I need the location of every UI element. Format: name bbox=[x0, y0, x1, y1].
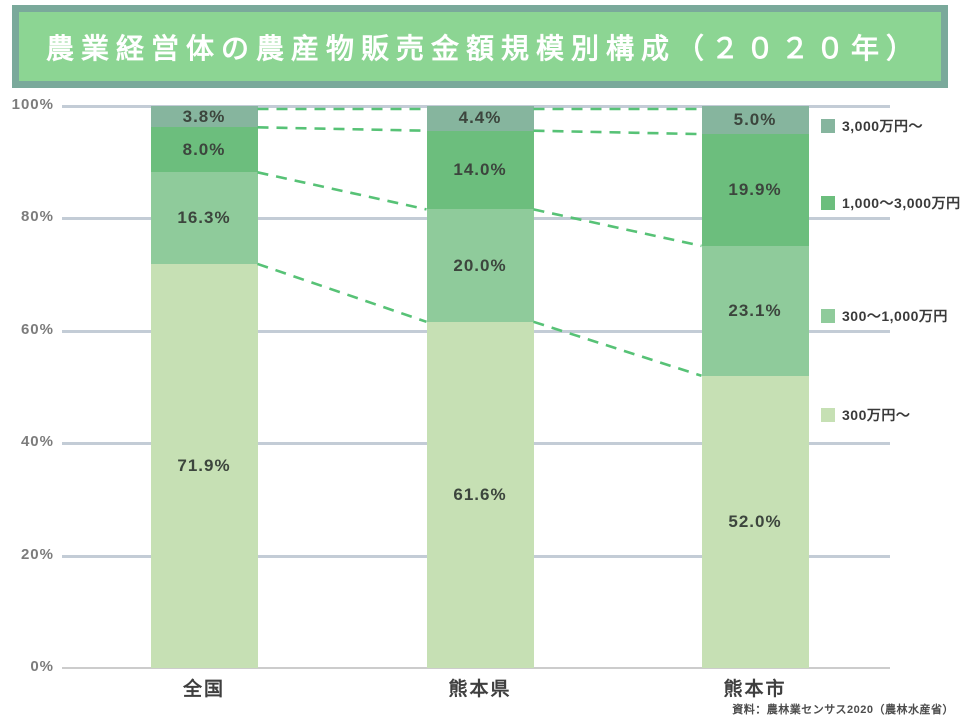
x-axis-category-label: 熊本市 bbox=[723, 679, 787, 700]
bar-segment: 52.0% bbox=[701, 375, 809, 668]
legend-label: 300～1,000万円 bbox=[842, 308, 948, 324]
legend-item: 1,000～3,000万円 bbox=[821, 193, 960, 213]
segment-value-label: 20.0% bbox=[453, 255, 507, 275]
bar-segment: 16.3% bbox=[150, 172, 258, 264]
bar-segment: 23.1% bbox=[701, 245, 809, 376]
legend-swatch bbox=[821, 408, 835, 422]
legend-label: 1,000～3,000万円 bbox=[842, 195, 960, 211]
segment-value-label: 5.0% bbox=[733, 110, 777, 130]
legend-label: 300万円～ bbox=[842, 407, 911, 423]
bar-segment: 3.8% bbox=[150, 106, 258, 128]
x-axis-category-label: 全国 bbox=[182, 679, 225, 700]
y-axis-tick-label: 0% bbox=[30, 658, 54, 675]
segment-value-label: 16.3% bbox=[177, 208, 231, 228]
legend-swatch bbox=[821, 196, 835, 210]
connector-line bbox=[533, 208, 702, 248]
bar-segment: 20.0% bbox=[426, 209, 534, 322]
bar-segment: 5.0% bbox=[701, 106, 809, 135]
segment-value-label: 23.1% bbox=[728, 300, 782, 320]
y-axis-tick-label: 100% bbox=[11, 96, 54, 113]
segment-value-label: 19.9% bbox=[728, 180, 782, 199]
bar-segment: 61.6% bbox=[426, 321, 534, 668]
legend-swatch bbox=[821, 119, 835, 133]
segment-value-label: 14.0% bbox=[453, 160, 507, 180]
bar-segment: 19.9% bbox=[701, 134, 809, 246]
connector-line bbox=[533, 129, 702, 136]
connector-line bbox=[257, 171, 427, 211]
segment-value-label: 3.8% bbox=[182, 106, 226, 126]
chart-title-bar: 農業経営体の農産物販売金額規模別構成（２０２０年） bbox=[12, 5, 948, 88]
legend-item: 300～1,000万円 bbox=[821, 306, 948, 326]
legend-item: 300万円～ bbox=[821, 405, 910, 425]
source-note: 資料：農林業センサス2020（農林水産省） bbox=[732, 704, 954, 716]
segment-value-label: 4.4% bbox=[458, 108, 502, 128]
y-axis-tick-label: 80% bbox=[20, 208, 54, 226]
legend-label: 3,000万円～ bbox=[842, 118, 924, 134]
connector-line bbox=[257, 262, 427, 324]
x-axis-line bbox=[62, 667, 890, 669]
segment-value-label: 71.9% bbox=[177, 455, 231, 475]
legend-swatch bbox=[821, 309, 835, 323]
y-axis-tick-label: 20% bbox=[20, 545, 54, 563]
bar-segment: 8.0% bbox=[150, 127, 258, 173]
legend-item: 3,000万円～ bbox=[821, 116, 923, 136]
segment-value-label: 8.0% bbox=[182, 139, 226, 159]
y-axis-tick-label: 40% bbox=[20, 433, 54, 451]
bar-segment: 4.4% bbox=[426, 106, 534, 131]
segment-value-label: 61.6% bbox=[453, 484, 507, 504]
bar-segment: 14.0% bbox=[426, 130, 534, 210]
x-axis-category-label: 熊本県 bbox=[448, 679, 512, 700]
segment-value-label: 52.0% bbox=[728, 511, 782, 531]
chart-title: 農業経営体の農産物販売金額規模別構成（２０２０年） bbox=[45, 32, 921, 64]
bar-segment: 71.9% bbox=[150, 263, 258, 668]
connector-line bbox=[257, 126, 427, 133]
y-axis-tick-label: 60% bbox=[20, 320, 54, 338]
